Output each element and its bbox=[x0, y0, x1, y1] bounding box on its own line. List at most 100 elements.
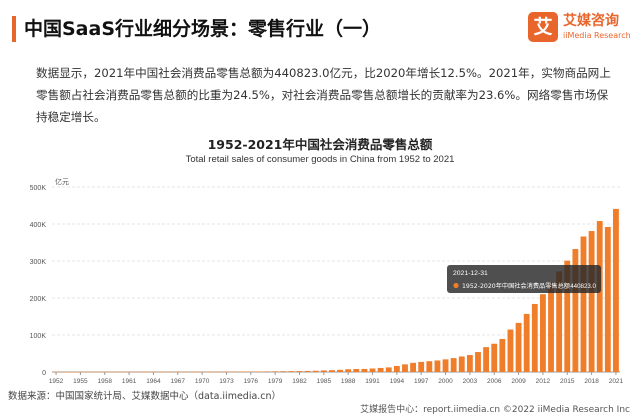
bar bbox=[410, 362, 417, 372]
x-tick-label: 2021 bbox=[609, 378, 624, 385]
tooltip-box bbox=[447, 265, 601, 293]
bar bbox=[304, 370, 311, 372]
bar bbox=[329, 370, 335, 372]
bar bbox=[369, 368, 376, 372]
x-tick-label: 2009 bbox=[511, 378, 526, 385]
bar bbox=[296, 371, 303, 372]
x-tick-label: 2012 bbox=[536, 378, 551, 385]
y-tick-label: 300K bbox=[30, 259, 47, 266]
y-tick-label: 100K bbox=[30, 333, 47, 340]
bar bbox=[280, 371, 287, 372]
bar bbox=[118, 371, 124, 373]
bar bbox=[93, 371, 100, 373]
bar bbox=[182, 371, 189, 373]
x-tick-label: 1991 bbox=[365, 378, 380, 385]
data-source: 数据来源：中国国家统计局、艾媒数据中心（data.iimedia.cn） bbox=[8, 391, 282, 402]
bar bbox=[361, 368, 368, 372]
bar bbox=[255, 371, 262, 373]
bar bbox=[491, 343, 498, 372]
bar bbox=[418, 361, 425, 372]
x-tick-label: 1961 bbox=[122, 378, 137, 385]
y-axis-label: 亿元 bbox=[55, 177, 69, 186]
bar bbox=[272, 371, 279, 372]
bar bbox=[564, 260, 571, 372]
x-tick-label: 2018 bbox=[584, 378, 599, 385]
bar bbox=[572, 249, 579, 372]
bar bbox=[539, 294, 546, 372]
bar bbox=[531, 303, 538, 372]
bar bbox=[604, 226, 611, 372]
x-tick-label: 1967 bbox=[171, 378, 186, 385]
bar bbox=[166, 371, 173, 373]
bar bbox=[345, 369, 352, 372]
bar bbox=[353, 369, 360, 372]
x-tick-label: 1997 bbox=[414, 378, 429, 385]
bar bbox=[385, 367, 392, 372]
bar bbox=[207, 371, 214, 373]
brand-subname: iiMedia Research bbox=[563, 31, 631, 40]
y-tick-label: 200K bbox=[30, 296, 47, 303]
tooltip-legend-dot bbox=[453, 282, 459, 289]
bar bbox=[199, 371, 206, 373]
bar bbox=[191, 371, 197, 373]
bar bbox=[215, 371, 222, 373]
x-tick-label: 1982 bbox=[292, 378, 307, 385]
x-tick-label: 2000 bbox=[438, 378, 453, 385]
intro-paragraph: 数据显示，2021年中国社会消费品零售总额为440823.0亿元，比2020年增… bbox=[36, 66, 611, 124]
x-tick-label: 1994 bbox=[390, 378, 405, 385]
bar bbox=[434, 360, 441, 372]
tooltip-date: 2021-12-31 bbox=[453, 270, 488, 277]
brand-logo: 艾 艾媒咨询 iiMedia Research bbox=[528, 12, 632, 48]
bar bbox=[312, 370, 319, 372]
bar bbox=[507, 329, 514, 372]
bar bbox=[247, 371, 254, 373]
chart-title: 1952-2021年中国社会消费品零售总额 bbox=[207, 137, 433, 152]
bar bbox=[613, 208, 619, 372]
bar bbox=[426, 361, 433, 372]
bar bbox=[523, 313, 530, 372]
bar bbox=[134, 371, 141, 373]
bar bbox=[61, 371, 68, 373]
bar bbox=[109, 371, 116, 373]
bar bbox=[580, 236, 587, 372]
bar bbox=[337, 369, 343, 372]
bar bbox=[142, 371, 149, 373]
tooltip-series-label: 1952-2020年中国社会消费品零售总额 bbox=[462, 282, 571, 290]
x-tick-label: 2003 bbox=[463, 378, 478, 385]
bar bbox=[231, 371, 238, 373]
x-tick-label: 2015 bbox=[560, 378, 575, 385]
bar bbox=[548, 282, 554, 372]
bar bbox=[483, 347, 490, 372]
bar bbox=[556, 271, 563, 372]
tooltip-value: 440823.0 bbox=[570, 283, 596, 290]
bar bbox=[85, 371, 92, 373]
bar bbox=[402, 364, 408, 372]
x-tick-label: 1964 bbox=[146, 378, 161, 385]
brand-name: 艾媒咨询 bbox=[563, 13, 619, 29]
y-tick-label: 0 bbox=[42, 370, 46, 377]
bar bbox=[475, 352, 481, 372]
bar bbox=[393, 365, 400, 372]
bar bbox=[264, 371, 270, 373]
bar bbox=[69, 371, 76, 373]
bar bbox=[499, 338, 506, 372]
bar bbox=[596, 221, 603, 372]
x-tick-label: 1988 bbox=[341, 378, 356, 385]
bar bbox=[466, 355, 473, 372]
x-tick-label: 1985 bbox=[317, 378, 332, 385]
bar bbox=[223, 371, 230, 373]
bar bbox=[515, 322, 522, 372]
bar bbox=[458, 356, 465, 372]
bar bbox=[239, 371, 246, 373]
bar bbox=[158, 371, 165, 373]
title-accent-bar bbox=[12, 16, 16, 42]
y-tick-label: 500K bbox=[30, 185, 47, 192]
brand-logo-icon: 艾 bbox=[528, 12, 558, 42]
x-tick-label: 1955 bbox=[73, 378, 88, 385]
x-tick-label: 2006 bbox=[487, 378, 502, 385]
x-tick-label: 1970 bbox=[195, 378, 210, 385]
bar bbox=[377, 367, 384, 372]
x-tick-label: 1973 bbox=[219, 378, 234, 385]
page-title: 中国SaaS行业细分场景：零售行业（一） bbox=[24, 18, 382, 40]
